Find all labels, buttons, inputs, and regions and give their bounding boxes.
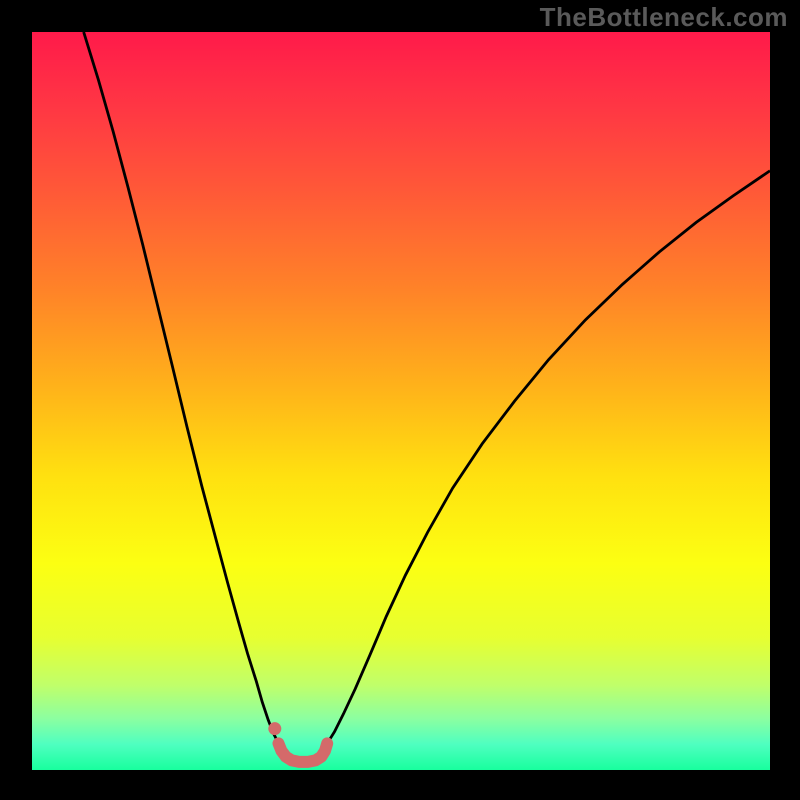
chart-frame: TheBottleneck.com xyxy=(0,0,800,800)
gradient-background xyxy=(32,32,770,770)
chart-svg xyxy=(32,32,770,770)
plot-area xyxy=(32,32,770,770)
overlay-dot xyxy=(268,722,281,735)
watermark-text: TheBottleneck.com xyxy=(540,2,788,33)
